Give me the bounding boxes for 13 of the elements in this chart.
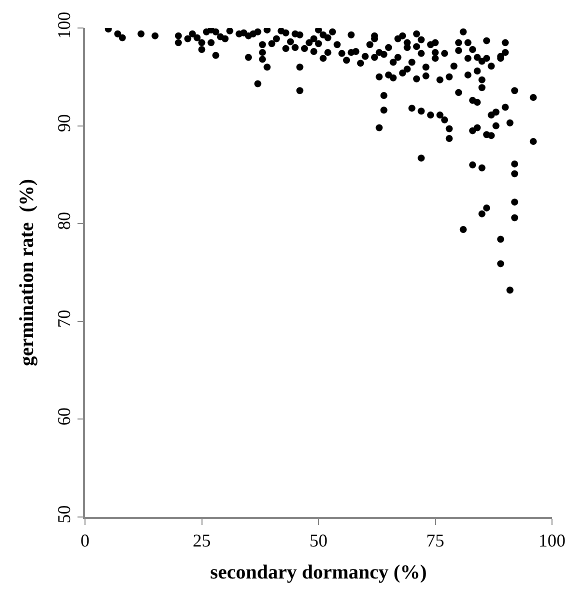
y-tick-label: 60 — [54, 408, 74, 426]
x-tick-label: 0 — [80, 530, 90, 550]
y-tick-label: 50 — [54, 505, 74, 524]
y-tick-label: 70 — [54, 310, 74, 328]
x-tick-label: 75 — [426, 530, 444, 550]
y-tick-label: 80 — [54, 212, 74, 230]
x-axis-title: secondary dormancy (%) — [210, 561, 427, 584]
y-tick-label: 100 — [54, 12, 74, 39]
x-tick-label: 25 — [192, 530, 211, 550]
x-tick-label: 100 — [538, 530, 566, 550]
y-axis-title: germination rate (%) — [16, 178, 38, 366]
x-tick-label: 50 — [310, 530, 328, 550]
y-tick-label: 90 — [54, 114, 74, 132]
